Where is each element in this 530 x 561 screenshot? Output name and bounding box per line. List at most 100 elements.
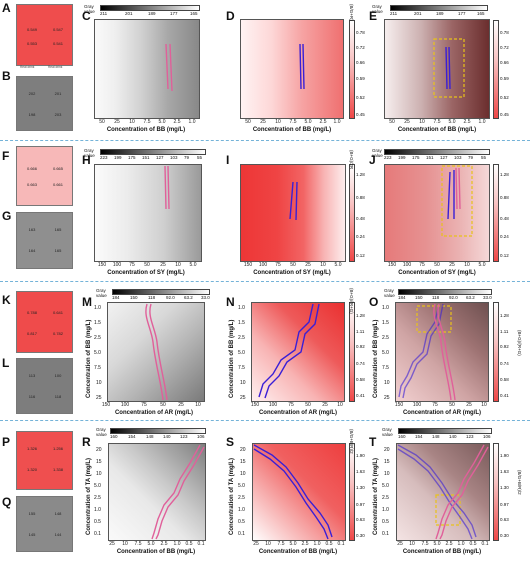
y-tick: 5.0: [94, 350, 101, 356]
plate-value: 113: [28, 373, 36, 378]
x-tick: 25: [253, 541, 259, 547]
gray-tick: 165: [190, 11, 198, 16]
x-tick: 2.5: [301, 541, 309, 547]
x-tick: 7.5: [421, 541, 429, 547]
color-tick: 0.88: [356, 195, 365, 200]
panel-label-a: A: [2, 1, 11, 15]
gray-tick: 223: [100, 155, 108, 160]
y-tick: 1.5: [238, 320, 245, 326]
gray-tick: 106: [197, 434, 205, 439]
y-tick: 1.0: [94, 305, 101, 311]
gray-tick: 103: [454, 155, 462, 160]
y-tick: 7.5: [382, 365, 389, 371]
panel-i-line: [289, 181, 298, 221]
color-tick: 0.52: [500, 95, 509, 100]
plate-value: 0.782: [52, 331, 63, 336]
x-tick: 5.0: [158, 119, 166, 125]
panel-label-d: D: [226, 9, 235, 23]
y-tick: 5.0: [94, 483, 101, 489]
ratio-label: (B+G)/2R: [349, 150, 354, 170]
ratio-label: (B+G)/(R+G): [349, 288, 354, 314]
gray-tick: 154: [415, 434, 423, 439]
plate-value: 148: [54, 511, 62, 516]
x-tick: 100: [120, 402, 130, 408]
color-tick: 0.78: [356, 30, 365, 35]
x-tick: 75: [419, 262, 425, 268]
panel-label-n: N: [226, 295, 235, 309]
y-tick: 20: [240, 447, 246, 453]
y-tick: 2.5: [238, 495, 245, 501]
panel-b-gray-plate: 202 201 198 203: [16, 76, 73, 131]
x-tick: 5.0: [304, 119, 312, 125]
y-tick: 2.5: [382, 495, 389, 501]
x-tick: 75: [275, 262, 281, 268]
r-x-ticks: 25 10 7.5 5.0 2.5 1.0 0.5 0.1: [108, 541, 206, 547]
y-tick: 1.5: [94, 320, 101, 326]
x-tick: 25: [260, 119, 266, 125]
x-axis-label: Concentration of SY (mg/L): [253, 270, 331, 276]
color-tick: 0.45: [500, 112, 509, 117]
color-tick: 1.30: [500, 485, 509, 490]
y-tick: 10: [384, 471, 390, 477]
plate-value: 198: [28, 112, 36, 117]
color-tick: 0.24: [500, 234, 509, 239]
color-scale-bar: [349, 164, 355, 262]
y-tick: 25: [384, 395, 390, 401]
y-tick: 10: [240, 471, 246, 477]
color-scale-bar: [349, 302, 355, 402]
x-tick: 75: [141, 402, 147, 408]
x-tick: 75: [129, 262, 135, 268]
gray-scale-bar: [100, 5, 200, 11]
y-tick: 5.0: [382, 350, 389, 356]
x-tick: 5.0: [289, 541, 297, 547]
color-tick: 0.63: [356, 517, 365, 522]
color-scale-bar: [349, 443, 355, 541]
x-tick: 0.5: [185, 541, 193, 547]
x-axis-label: Concentration of SY (mg/L): [398, 270, 476, 276]
gray-tick: 151: [142, 155, 150, 160]
y-axis-label: Concentration of BB (mg/L): [373, 319, 379, 398]
y-tick: 0.5: [94, 519, 101, 525]
x-tick: 10: [419, 119, 425, 125]
color-tick: 0.12: [356, 253, 365, 258]
gray-tick: 118: [148, 295, 156, 300]
x-tick: 5.0: [189, 262, 197, 268]
gray-tick: 223: [384, 155, 392, 160]
gray-tick: 154: [128, 434, 136, 439]
x-tick: 150: [250, 402, 260, 408]
color-tick: 0.72: [356, 45, 365, 50]
color-tick: 0.97: [356, 502, 365, 507]
panel-h-line: [164, 165, 170, 210]
color-tick: 1.90: [500, 453, 509, 458]
x-tick: 5.0: [433, 541, 441, 547]
gray-scale-bar: [100, 149, 206, 155]
x-tick: 1.0: [188, 119, 196, 125]
plate-value: 203: [54, 112, 62, 117]
h-gray-ticks: 223 199 175 151 127 103 79 55: [100, 155, 210, 161]
x-tick: 10: [464, 262, 470, 268]
x-tick: 150: [101, 402, 111, 408]
x-tick: 7.5: [433, 119, 441, 125]
color-tick: 0.88: [500, 195, 509, 200]
color-tick: 0.48: [500, 216, 509, 221]
x-axis-label: Concentration of AR (mg/L): [402, 410, 482, 416]
panel-a-color-plate: 0.549 0.547 0.553 0.541: [16, 4, 73, 66]
panel-n-line: [258, 303, 320, 399]
color-tick: 1.28: [356, 313, 365, 318]
plate-value: 0.553: [26, 41, 37, 46]
h-x-ticks: 150 100 75 50 25 10 5.0: [94, 262, 202, 268]
gray-tick: 33.0: [483, 295, 492, 300]
i-x-ticks: 150 100 75 50 25 10 5.0: [240, 262, 346, 268]
plate-value: 0.541: [52, 41, 63, 46]
plate-value: 202: [28, 91, 36, 96]
gray-tick: 148: [432, 434, 440, 439]
gray-tick: 103: [170, 155, 178, 160]
gray-tick: 201: [125, 11, 133, 16]
gray-tick: 165: [477, 11, 485, 16]
gray-tick: 150: [415, 295, 423, 300]
x-axis-label: Concentration of BB (mg/L): [252, 127, 332, 133]
y-axis-label: Concentration of TA (mg/L): [229, 458, 235, 535]
x-tick: 10: [265, 541, 271, 547]
x-tick: 100: [412, 402, 422, 408]
plate-value: 0.661: [52, 182, 63, 187]
